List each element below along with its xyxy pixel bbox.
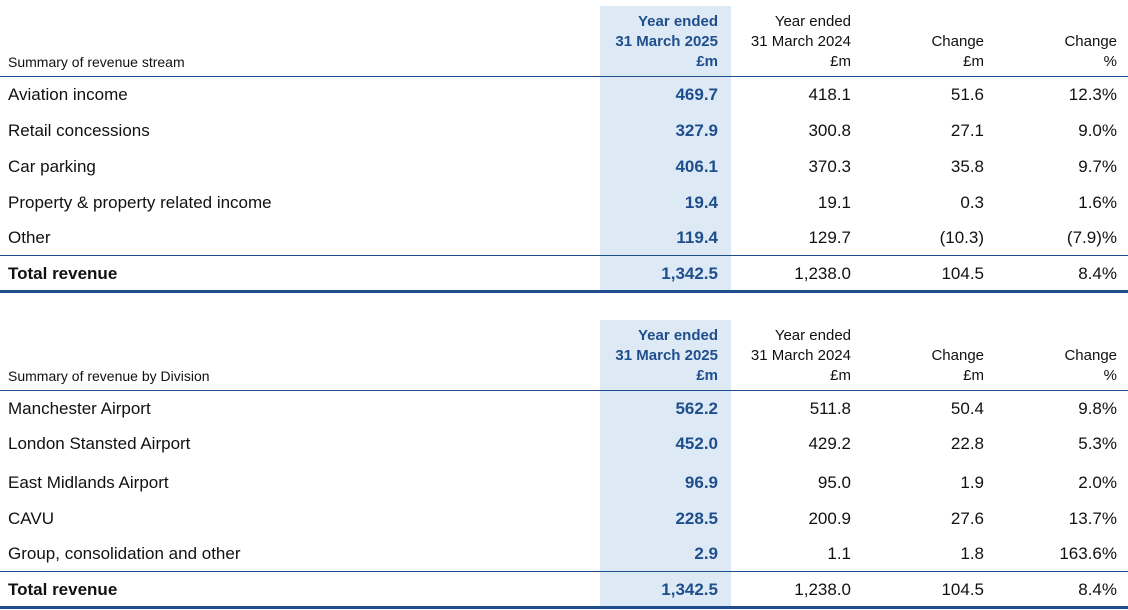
value-2025: 119.4 (676, 228, 718, 247)
table-row: CAVU 228.5 200.9 27.6 13.7% (0, 501, 1128, 537)
total-label: Total revenue (8, 264, 118, 283)
value-2025: 327.9 (675, 121, 718, 140)
value-2025: 406.1 (675, 157, 718, 176)
current-year-highlight (600, 6, 731, 292)
total-row: Total revenue 1,342.5 1,238.0 104.5 8.4% (0, 256, 1128, 292)
total-row: Total revenue 1,342.5 1,238.0 104.5 8.4% (0, 572, 1128, 608)
value-change-pct: (7.9)% (1066, 228, 1117, 247)
value-change: 27.1 (950, 121, 984, 140)
total-change-pct: 8.4% (1078, 264, 1117, 283)
row-label: London Stansted Airport (8, 434, 191, 453)
value-change: 50.4 (950, 399, 984, 418)
col-2025-header: Year ended 31 March 2025 £m (615, 327, 718, 384)
value-change: 51.6 (950, 85, 984, 104)
col-2025-header: Year ended 31 March 2025 £m (615, 13, 718, 70)
header-rule (0, 76, 1128, 77)
value-2024: 19.1 (817, 193, 851, 212)
total-2025: 1,342.5 (661, 580, 718, 599)
value-2025: 2.9 (694, 544, 718, 563)
total-label: Total revenue (8, 580, 118, 599)
table-row: Car parking 406.1 370.3 35.8 9.7% (0, 149, 1128, 185)
col-change-pct-header: Change% (1064, 33, 1117, 70)
table-row: London Stansted Airport 452.0 429.2 22.8… (0, 426, 1128, 462)
bottom-rule (0, 606, 1128, 609)
value-change-pct: 2.0% (1078, 473, 1117, 492)
value-change: 1.9 (960, 473, 984, 492)
total-2025: 1,342.5 (661, 264, 718, 283)
bottom-rule (0, 290, 1128, 293)
value-2025: 452.0 (675, 434, 718, 453)
value-change: 35.8 (950, 157, 984, 176)
total-change-pct: 8.4% (1078, 580, 1117, 599)
row-label: Property & property related income (8, 193, 272, 212)
total-change: 104.5 (941, 264, 984, 283)
value-2024: 200.9 (808, 509, 851, 528)
total-2024: 1,238.0 (794, 580, 851, 599)
col-2024-header: Year ended 31 March 2024 £m (750, 327, 851, 384)
table-header: Summary of revenue stream Year ended 31 M… (0, 0, 1128, 74)
col-change-header: Change £m (931, 33, 984, 70)
value-2024: 511.8 (809, 399, 851, 418)
value-change: 22.8 (950, 434, 984, 453)
value-2025: 96.9 (684, 473, 718, 492)
revenue-stream-table: Summary of revenue stream Year ended 31 M… (0, 0, 1128, 300)
value-2025: 562.2 (675, 399, 718, 418)
value-change-pct: 1.6% (1078, 193, 1117, 212)
current-year-highlight (600, 320, 731, 606)
col-change-pct-header: Change% (1064, 347, 1117, 384)
row-label: Group, consolidation and other (8, 544, 241, 563)
table-row: Property & property related income 19.4 … (0, 185, 1128, 221)
value-change-pct: 9.0% (1078, 121, 1117, 140)
value-change: 1.8 (960, 544, 984, 563)
table-row: East Midlands Airport 96.9 95.0 1.9 2.0% (0, 465, 1128, 501)
col-change-header: Change £m (931, 347, 984, 384)
header-rule (0, 390, 1128, 391)
total-change: 104.5 (941, 580, 984, 599)
value-change-pct: 163.6% (1059, 544, 1117, 563)
table-title: Summary of revenue by Division (8, 368, 210, 384)
value-change-pct: 9.8% (1078, 399, 1117, 418)
total-rule (0, 255, 1128, 256)
value-2025: 228.5 (675, 509, 718, 528)
total-rule (0, 571, 1128, 572)
total-2024: 1,238.0 (794, 264, 851, 283)
table-row: Group, consolidation and other 2.9 1.1 1… (0, 536, 1128, 572)
table-title: Summary of revenue stream (8, 54, 185, 70)
row-label: Other (8, 228, 51, 247)
value-change-pct: 5.3% (1078, 434, 1117, 453)
revenue-division-table: Summary of revenue by Division Year ende… (0, 314, 1128, 610)
value-2025: 19.4 (684, 193, 718, 212)
table-row: Retail concessions 327.9 300.8 27.1 9.0% (0, 113, 1128, 149)
value-2024: 370.3 (808, 157, 851, 176)
value-2024: 418.1 (808, 85, 851, 104)
row-label: Retail concessions (8, 121, 150, 140)
value-2024: 95.0 (817, 473, 851, 492)
col-2024-header: Year ended 31 March 2024 £m (750, 13, 851, 70)
table-row: Other 119.4 129.7 (10.3) (7.9)% (0, 220, 1128, 256)
value-change: (10.3) (939, 228, 984, 247)
table-row: Aviation income 469.7 418.1 51.6 12.3% (0, 77, 1128, 113)
value-change: 0.3 (960, 193, 984, 212)
value-change-pct: 13.7% (1068, 509, 1117, 528)
row-label: Aviation income (8, 85, 128, 104)
value-2024: 429.2 (808, 434, 851, 453)
table-header: Summary of revenue by Division Year ende… (0, 314, 1128, 388)
value-2024: 1.1 (827, 544, 851, 563)
table-row: Manchester Airport 562.2 511.8 50.4 9.8% (0, 391, 1128, 427)
row-label: CAVU (8, 509, 54, 528)
row-label: Manchester Airport (8, 399, 151, 418)
value-change: 27.6 (950, 509, 984, 528)
value-2025: 469.7 (675, 85, 718, 104)
row-label: East Midlands Airport (8, 473, 169, 492)
value-2024: 129.7 (808, 228, 851, 247)
value-2024: 300.8 (808, 121, 851, 140)
row-label: Car parking (8, 157, 96, 176)
value-change-pct: 9.7% (1078, 157, 1117, 176)
value-change-pct: 12.3% (1068, 85, 1117, 104)
